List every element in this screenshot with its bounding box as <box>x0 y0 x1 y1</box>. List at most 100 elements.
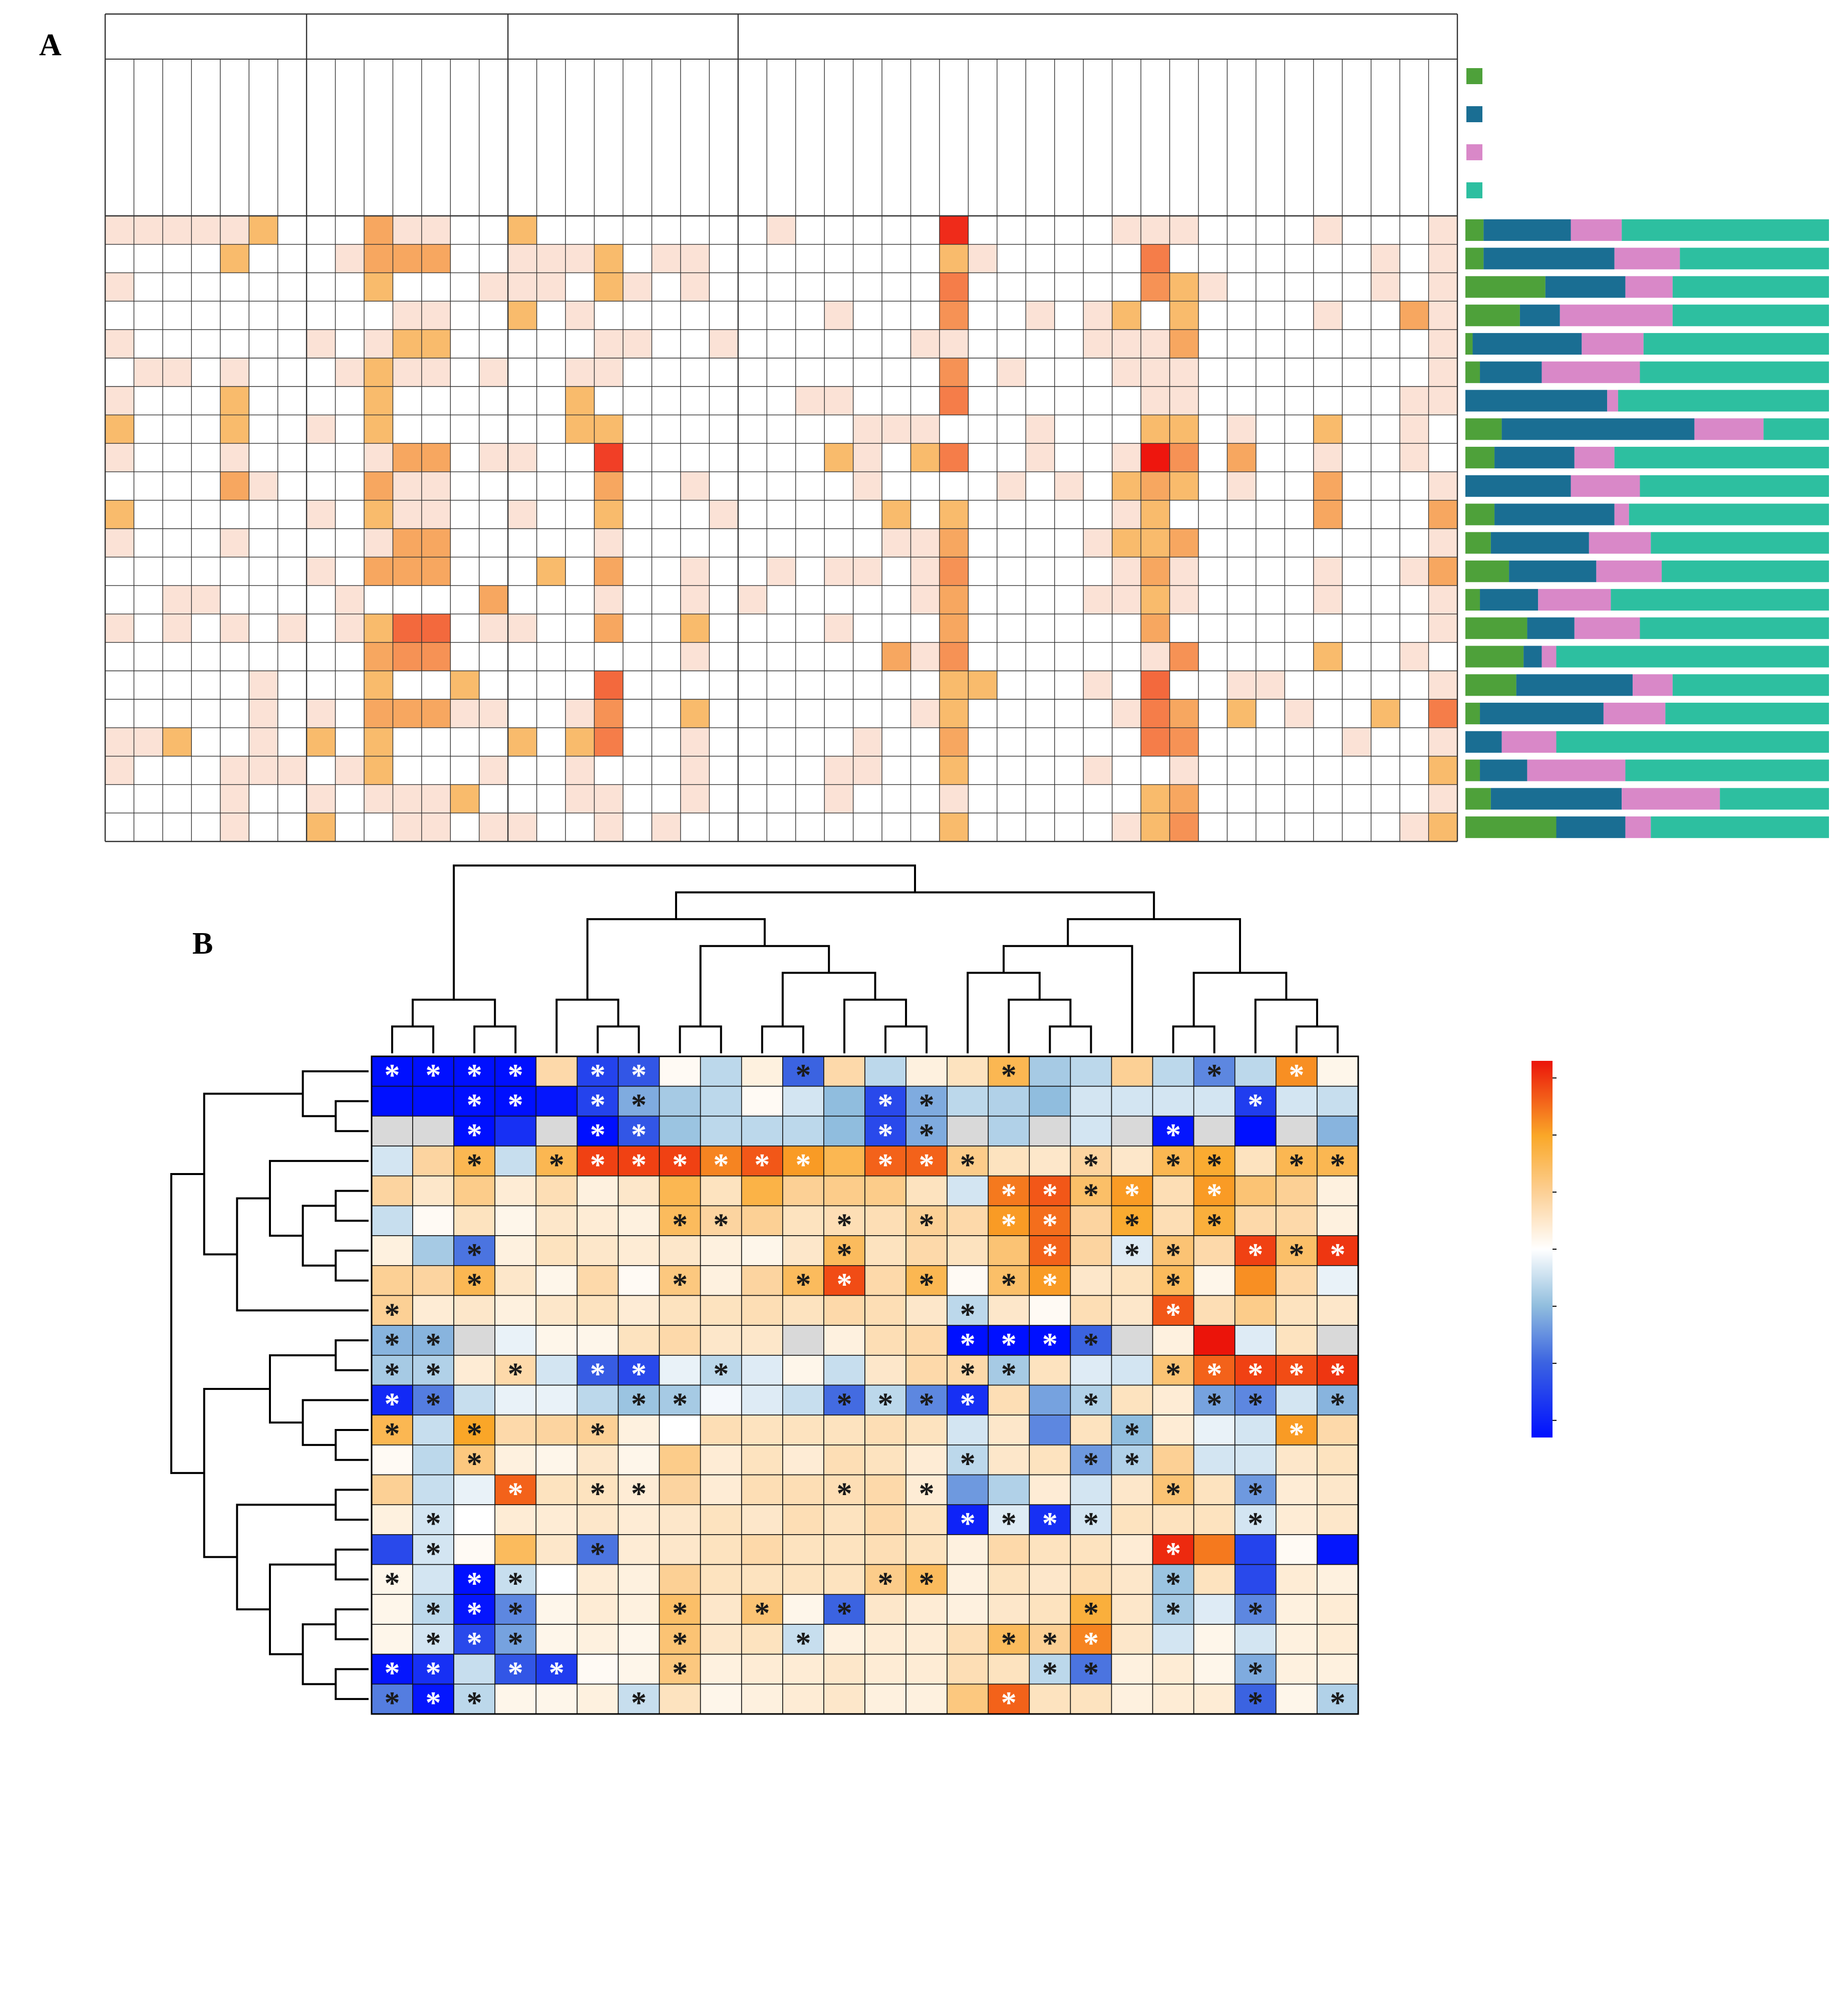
heatmap-cell <box>1111 1384 1153 1415</box>
heatmap-cell <box>1234 1145 1277 1177</box>
heatmap-cell <box>494 1384 537 1415</box>
heatmap-cell <box>782 1355 824 1386</box>
heatmap-cell <box>741 1235 783 1266</box>
heatmap-cell <box>864 1205 906 1236</box>
count-cell <box>508 500 537 529</box>
bar-segment-development-related <box>1465 446 1495 469</box>
count-cell <box>508 216 537 244</box>
count-cell <box>1141 443 1170 472</box>
heatmap-cell <box>947 1085 989 1117</box>
heatmap-cell <box>1276 1175 1318 1207</box>
heatmap-cell <box>864 1474 906 1506</box>
count-cell <box>1141 528 1170 557</box>
heatmap-cell <box>618 1683 660 1714</box>
heatmap-cell <box>1193 1235 1236 1266</box>
heatmap-cell <box>1070 1534 1112 1565</box>
count-cell <box>220 471 249 500</box>
heatmap-cell <box>947 1624 989 1655</box>
heatmap-cell <box>947 1175 989 1207</box>
heatmap-cell <box>618 1414 660 1446</box>
heatmap-cell <box>1234 1474 1277 1506</box>
heatmap-cell <box>659 1235 701 1266</box>
count-cell <box>1141 813 1170 841</box>
count-cell <box>1141 330 1170 358</box>
count-cell <box>1112 358 1141 387</box>
count-cell <box>105 500 134 529</box>
count-cell <box>393 443 422 472</box>
heatmap-cell <box>1111 1235 1153 1266</box>
bar-segment-hormone-responsive <box>1589 532 1651 554</box>
count-cell <box>1313 301 1343 330</box>
heatmap-cell <box>988 1414 1030 1446</box>
count-cell <box>306 699 336 728</box>
row-dendrogram-branch <box>335 1429 369 1461</box>
heatmap-cell <box>1111 1355 1153 1386</box>
count-cell <box>968 671 997 700</box>
count-cell <box>1428 216 1457 244</box>
count-cell <box>1428 358 1457 387</box>
count-cell <box>508 443 537 472</box>
count-cell <box>939 386 969 415</box>
count-cell <box>1054 471 1084 500</box>
heatmap-cell <box>1193 1265 1236 1296</box>
heatmap-cell <box>412 1683 454 1714</box>
heatmap-cell <box>1276 1115 1318 1146</box>
heatmap-cell <box>947 1056 989 1087</box>
bar-segment-environmental-stress <box>1523 646 1542 668</box>
count-cell <box>565 358 594 387</box>
heatmap-cell <box>494 1085 537 1117</box>
heatmap-cell <box>494 1445 537 1476</box>
heatmap-cell <box>1070 1653 1112 1685</box>
heatmap-cell <box>1070 1115 1112 1146</box>
heatmap-cell <box>1234 1115 1277 1146</box>
heatmap-cell <box>988 1056 1030 1087</box>
heatmap-cell <box>700 1564 742 1595</box>
heatmap-cell <box>1234 1624 1277 1655</box>
heatmap-cell <box>905 1265 948 1296</box>
heatmap-cell <box>988 1445 1030 1476</box>
count-cell <box>910 443 940 472</box>
count-cell <box>421 216 451 244</box>
count-cell <box>1141 358 1170 387</box>
count-cell <box>1313 557 1343 586</box>
count-cell <box>1083 301 1112 330</box>
heatmap-cell <box>371 1683 413 1714</box>
heatmap-cell <box>1276 1145 1318 1177</box>
count-cell <box>939 642 969 671</box>
heatmap-cell <box>1276 1295 1318 1326</box>
count-cell <box>565 301 594 330</box>
bar-segment-hormone-responsive <box>1571 475 1640 497</box>
bar-segment-development-related <box>1465 276 1546 298</box>
heatmap-cell <box>864 1504 906 1535</box>
count-cell <box>910 699 940 728</box>
count-cell <box>479 272 508 302</box>
row-dendrogram-branch <box>335 1668 369 1700</box>
heatmap-cell <box>864 1056 906 1087</box>
count-cell <box>1112 443 1141 472</box>
heatmap-cell <box>1111 1534 1153 1565</box>
heatmap-cell <box>659 1295 701 1326</box>
count-cell <box>1141 727 1170 756</box>
count-cell <box>335 244 365 273</box>
significance-marker: * <box>1001 1686 1017 1720</box>
count-cell <box>1169 699 1198 728</box>
count-cell <box>709 330 738 358</box>
heatmap-cell <box>535 1653 578 1685</box>
count-cell <box>1169 813 1198 841</box>
count-cell <box>939 301 969 330</box>
heatmap-cell <box>618 1534 660 1565</box>
heatmap-cell <box>988 1235 1030 1266</box>
heatmap-cell <box>618 1594 660 1625</box>
heatmap-cell <box>823 1085 865 1117</box>
heatmap-cell <box>1029 1445 1071 1476</box>
count-cell <box>939 272 969 302</box>
heatmap-cell <box>1111 1414 1153 1446</box>
count-cell <box>824 614 853 643</box>
count-cell <box>393 528 422 557</box>
heatmap-cell <box>905 1504 948 1535</box>
bar-segment-environmental-stress <box>1545 276 1626 298</box>
count-cell <box>939 813 969 841</box>
column-dendrogram-branch <box>675 891 1155 920</box>
count-cell <box>910 330 940 358</box>
